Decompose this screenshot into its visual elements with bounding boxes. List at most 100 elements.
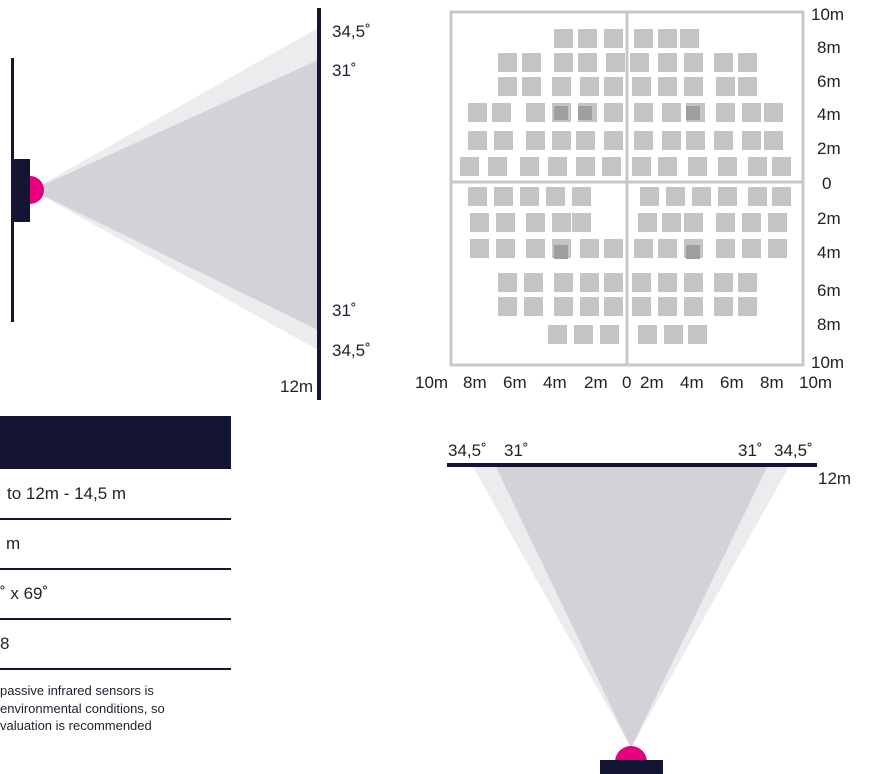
detection-zone	[526, 103, 545, 122]
grid-right-label: 2m	[817, 139, 841, 158]
detection-zones	[460, 29, 791, 344]
detection-zone	[638, 213, 657, 232]
detection-zone	[658, 77, 677, 96]
detection-zone	[548, 325, 567, 344]
detection-zone	[768, 239, 787, 258]
top-angle-outer-left: 34,5˚	[448, 441, 487, 460]
range-line	[317, 8, 321, 400]
detection-zone	[634, 29, 653, 48]
detection-zone	[662, 213, 681, 232]
detection-zone	[604, 77, 623, 96]
detection-zone	[680, 29, 699, 48]
detection-zone	[604, 273, 623, 292]
detection-zone	[604, 239, 623, 258]
top-view-diagram	[447, 463, 817, 774]
detection-zone	[524, 297, 543, 316]
detection-zone	[688, 157, 707, 176]
detection-zone	[716, 103, 735, 122]
detection-zone	[742, 213, 761, 232]
specs-row-range: to 12m - 14,5 m	[0, 469, 231, 520]
detection-zone	[604, 29, 623, 48]
specs-note-line: environmental conditions, so	[0, 700, 165, 716]
detection-zone	[768, 213, 787, 232]
detection-zone-overlap	[554, 245, 568, 259]
detection-zone	[554, 29, 573, 48]
specs-row-value: ˚ x 69˚	[0, 584, 49, 603]
specs-row-value: to 12m - 14,5 m	[7, 483, 127, 503]
grid-right-label: 10m	[811, 353, 845, 372]
detection-zone	[742, 239, 761, 258]
detection-zone	[604, 103, 623, 122]
grid-bottom-label: 6m	[503, 373, 527, 392]
detection-zone	[684, 77, 703, 96]
detection-zone	[578, 29, 597, 48]
detection-zone	[606, 53, 625, 72]
detection-zone	[470, 213, 489, 232]
detection-zone	[632, 297, 651, 316]
grid-bottom-label: 4m	[680, 373, 704, 392]
detection-zone	[714, 273, 733, 292]
specs-table: to 12m - 14,5 m m ˚ x 69˚ 8	[0, 416, 231, 670]
detection-zone	[602, 157, 621, 176]
specs-row-zones: 8	[0, 620, 231, 670]
detection-zone	[714, 53, 733, 72]
detection-zone	[526, 239, 545, 258]
detection-zone	[498, 77, 517, 96]
detection-zone	[496, 213, 515, 232]
detection-zone	[716, 239, 735, 258]
detection-zone	[604, 131, 623, 150]
detection-zone	[658, 157, 677, 176]
detection-zone	[638, 325, 657, 344]
top-sensor-body	[600, 760, 663, 774]
detection-zone	[522, 77, 541, 96]
detection-zone	[468, 187, 487, 206]
detection-zone	[662, 131, 681, 150]
detection-zone	[552, 131, 571, 150]
detection-zone	[526, 131, 545, 150]
detection-zone	[684, 273, 703, 292]
detection-zone	[554, 297, 573, 316]
grid-bottom-label: 2m	[640, 373, 664, 392]
detection-zone	[738, 53, 757, 72]
detection-zone	[468, 131, 487, 150]
detection-zone	[494, 131, 513, 150]
specs-note: passive infrared sensors is environmenta…	[0, 682, 231, 735]
detection-zone	[580, 273, 599, 292]
specs-row-height: m	[0, 520, 231, 570]
grid-bottom-label: 6m	[720, 373, 744, 392]
detection-zone	[460, 157, 479, 176]
detection-zone	[576, 131, 595, 150]
detection-zone-overlap	[686, 106, 700, 120]
sensor-lens	[30, 176, 44, 204]
detection-zone	[468, 103, 487, 122]
detection-zone-overlap	[686, 245, 700, 259]
detection-zone	[520, 157, 539, 176]
grid-right-label: 4m	[817, 243, 841, 262]
detection-zone	[688, 325, 707, 344]
detection-zone	[714, 297, 733, 316]
side-angle-outer-top: 34,5˚	[332, 22, 371, 41]
detection-zone	[684, 213, 703, 232]
detection-zone	[748, 187, 767, 206]
detection-zone	[692, 187, 711, 206]
detection-zone	[546, 187, 565, 206]
detection-zone	[658, 53, 677, 72]
detection-zone	[554, 273, 573, 292]
grid-right-label: 8m	[817, 38, 841, 57]
specs-row-angle: ˚ x 69˚	[0, 570, 231, 620]
specs-note-line: valuation is recommended	[0, 718, 152, 733]
detection-zone	[684, 297, 703, 316]
detection-zone	[580, 297, 599, 316]
top-range-line	[447, 463, 817, 467]
detection-zone	[524, 273, 543, 292]
detection-zone	[632, 157, 651, 176]
specs-row-value: 8	[0, 634, 10, 653]
side-beam-inner	[32, 60, 318, 330]
detection-zone	[634, 239, 653, 258]
side-view-diagram	[11, 8, 321, 400]
detection-zone	[764, 131, 783, 150]
detection-zone	[578, 53, 597, 72]
specs-row-value: m	[6, 534, 21, 553]
detection-zone	[580, 77, 599, 96]
specs-table-header	[0, 416, 231, 469]
